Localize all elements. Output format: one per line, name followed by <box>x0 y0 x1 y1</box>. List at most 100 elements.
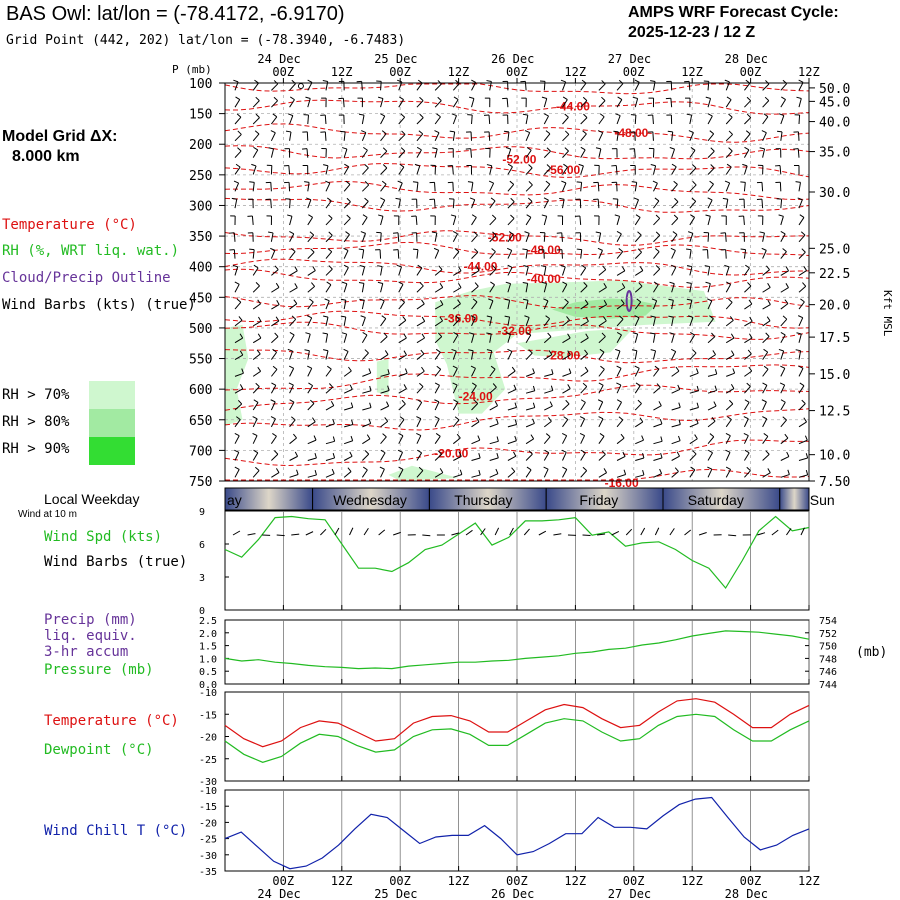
wind-barb-flag <box>568 368 572 374</box>
wind-barb-flag <box>314 453 317 459</box>
wind-barb-flag <box>710 147 715 152</box>
wind-barb <box>761 182 764 192</box>
pressure-tick-label: 500 <box>189 322 212 337</box>
wind-barb <box>270 116 278 125</box>
wind-barb-flag <box>438 265 443 270</box>
wind-barb <box>507 201 515 209</box>
wind-barb-flag <box>437 96 442 102</box>
wind-barb <box>543 133 551 142</box>
isotherm-label: -16.00 <box>605 476 639 490</box>
kft-axis-label: Kft MSL <box>881 290 894 337</box>
wind-barb <box>689 317 694 327</box>
wind-barb-flag <box>257 299 261 305</box>
wind-barb-flag <box>377 96 384 99</box>
wind-barb-flag <box>234 281 240 285</box>
bottom-date-label: 26 Dec <box>491 887 534 900</box>
wind-barb <box>689 233 694 242</box>
wind-barb <box>616 270 626 276</box>
wind-barb <box>543 183 551 192</box>
wind-barb-flag <box>595 147 601 150</box>
wind-barb <box>233 249 236 259</box>
wind-barb-flag <box>346 214 351 219</box>
wind-barb-flag <box>340 315 346 318</box>
wind-barb-flag <box>704 265 710 268</box>
wind-barb <box>744 303 753 310</box>
wind-barb <box>434 232 438 242</box>
wind-barb-flag <box>800 231 806 236</box>
wind-barb-flag <box>632 96 638 99</box>
wind-barb-flag <box>378 214 384 217</box>
pressure-tick-label: 200 <box>189 138 212 153</box>
wind-barb <box>398 388 407 394</box>
wind-barb <box>489 317 493 327</box>
wind-barb-flag <box>289 231 295 235</box>
wind-barb-flag <box>306 315 312 319</box>
wind-barb <box>707 336 716 344</box>
kft-tick-label: 22.5 <box>819 267 850 282</box>
wind-barb <box>252 285 260 293</box>
wind-barb-flag <box>579 416 585 420</box>
wind-barb-flag <box>400 147 406 152</box>
wind-barb-flag <box>724 180 730 184</box>
pressure-tick-label: 750 <box>189 475 212 490</box>
wind-barb-flag <box>314 469 317 476</box>
wind-barb-flag <box>724 264 730 268</box>
wind-barb <box>507 333 511 343</box>
wind-barb <box>543 318 551 327</box>
wind-barb <box>380 183 387 192</box>
wind-barb-flag <box>368 368 372 374</box>
isotherm-label: -48.00 <box>614 126 648 140</box>
wind-barb-flag <box>759 147 765 150</box>
wind-barb <box>671 333 675 343</box>
wind-barb-flag <box>711 417 716 422</box>
wind-barb <box>562 452 567 461</box>
wind-barb-flag <box>486 164 492 167</box>
wind-barb-flag <box>746 96 751 102</box>
wind-barb <box>488 131 491 141</box>
wind-barb <box>707 420 716 428</box>
wind-barb-flag <box>765 265 770 271</box>
wind-barb <box>252 370 261 377</box>
wind-barb-flag <box>239 333 244 339</box>
wind-barb <box>707 283 711 293</box>
wind-barb <box>324 131 327 141</box>
wind-barb-flag <box>673 180 678 185</box>
wind-barb <box>525 201 533 209</box>
bottom-date-label: 25 Dec <box>374 887 417 900</box>
wind-barb-flag <box>620 433 625 439</box>
isotherm-line <box>224 162 810 178</box>
wind-barb-flag <box>255 466 260 471</box>
wind-barb <box>634 285 643 293</box>
wind-barb-flag <box>288 382 294 386</box>
pressure-tick-label: 550 <box>189 353 212 368</box>
wind-barb <box>689 266 693 276</box>
wind-barb <box>380 436 387 445</box>
wind-barb <box>597 182 600 192</box>
wind-barb-flag <box>293 433 297 439</box>
wind-barb <box>671 184 678 192</box>
wind-barb <box>289 334 295 343</box>
surface-wind-barb <box>597 533 606 536</box>
wind-barb-flag <box>728 113 733 118</box>
wind-barb <box>762 116 769 125</box>
wind-barb-flag <box>249 181 255 183</box>
wind-barb-flag <box>324 298 330 302</box>
wind-barb-flag <box>397 449 403 453</box>
wind-barb-flag <box>310 248 315 253</box>
wind-barb-flag <box>564 147 569 152</box>
bottom-time-tick-label: 12Z <box>798 874 820 888</box>
wind-barb <box>234 469 240 478</box>
wind-barb-flag <box>779 382 785 386</box>
wind-barb <box>398 134 406 142</box>
wind-barb <box>707 468 713 478</box>
wind-barb <box>344 406 353 411</box>
wind-barb-flag <box>451 113 457 117</box>
wind-barb-flag <box>289 332 295 336</box>
wind-barb-flag <box>799 382 805 387</box>
wind-barb <box>325 165 329 175</box>
wind-barb <box>434 385 440 394</box>
wind-barb-flag <box>601 96 606 101</box>
wind-barb-flag <box>767 468 771 473</box>
wind-barb <box>653 200 660 209</box>
wind-barb-flag <box>580 146 586 151</box>
